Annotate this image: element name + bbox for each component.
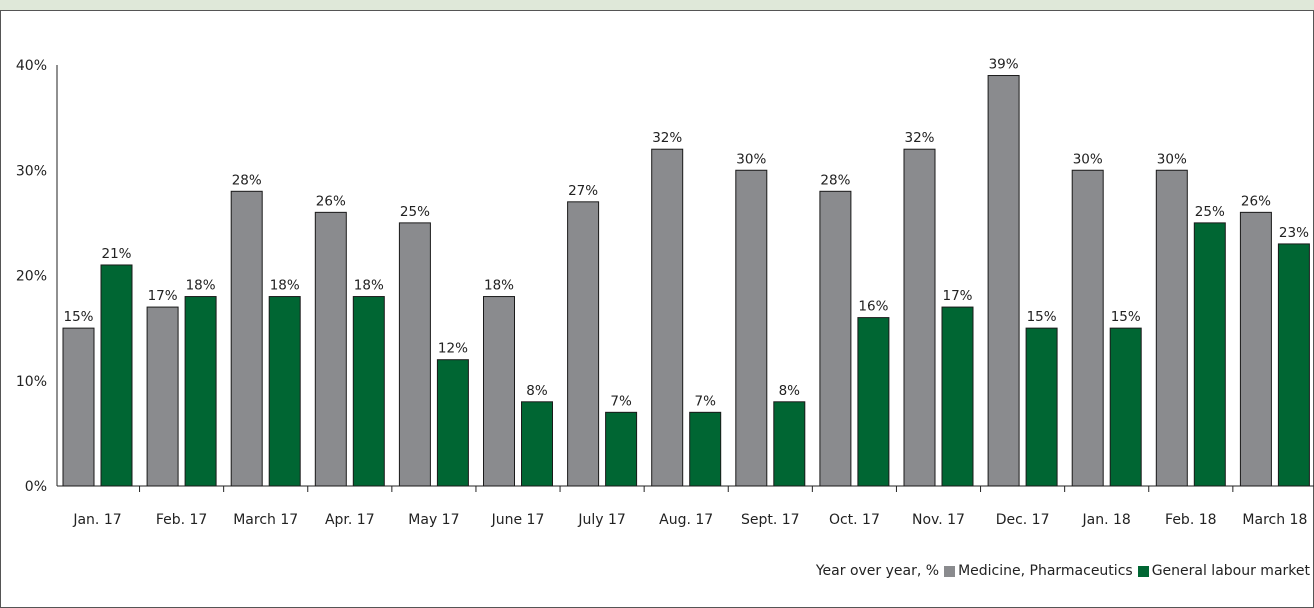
bar-medicine <box>987 75 1020 487</box>
data-label-medicine: 28% <box>820 172 850 188</box>
legend-swatch-medicine <box>944 565 956 577</box>
legend-item-general: General labour market <box>1137 563 1310 579</box>
bar-medicine <box>903 148 936 487</box>
data-label-medicine: 32% <box>652 130 682 146</box>
x-category-label: Oct. 17 <box>829 512 880 528</box>
bar-general <box>268 296 301 487</box>
data-label-medicine: 32% <box>904 130 934 146</box>
x-category-label: July 17 <box>577 512 625 528</box>
y-tick-label: 20% <box>16 269 47 285</box>
data-label-medicine: 18% <box>484 278 514 294</box>
bar-general <box>941 306 974 487</box>
data-label-general: 8% <box>779 383 801 399</box>
data-label-medicine: 30% <box>1157 151 1187 167</box>
legend-item-medicine: Medicine, Pharmaceutics <box>944 563 1133 579</box>
bar-medicine <box>651 148 684 487</box>
x-category-label: Dec. 17 <box>996 512 1050 528</box>
bar-general <box>521 401 553 487</box>
bar-medicine <box>567 201 600 487</box>
data-label-medicine: 26% <box>316 193 346 209</box>
bar-general <box>689 411 722 487</box>
x-category-label: March 17 <box>233 512 298 528</box>
x-category-label: May 17 <box>408 512 459 528</box>
bar-general <box>352 296 385 487</box>
bar-general <box>773 401 806 487</box>
bar-general <box>1193 222 1226 487</box>
x-category-label: Jan. 18 <box>1082 512 1131 528</box>
legend-label-general: General labour market <box>1151 563 1310 579</box>
bar-medicine <box>146 306 179 487</box>
bar-medicine <box>819 190 852 487</box>
data-label-general: 15% <box>1111 309 1141 325</box>
bar-general <box>1109 327 1142 487</box>
data-label-medicine: 17% <box>148 288 178 304</box>
data-label-general: 7% <box>610 393 632 409</box>
bar-medicine <box>62 327 95 487</box>
legend-swatch-general <box>1137 565 1149 577</box>
bar-general <box>1277 243 1310 487</box>
bar-general <box>605 411 638 487</box>
data-label-general: 16% <box>858 299 888 315</box>
data-label-general: 18% <box>186 278 216 294</box>
x-category-label: Nov. 17 <box>912 512 965 528</box>
y-tick-label: 10% <box>16 374 47 390</box>
data-label-medicine: 39% <box>989 57 1019 73</box>
bar-general <box>1025 327 1058 487</box>
data-label-general: 18% <box>270 278 300 294</box>
data-label-medicine: 30% <box>1073 151 1103 167</box>
y-tick-label: 30% <box>16 163 47 179</box>
bar-general <box>436 359 469 487</box>
x-category-label: Aug. 17 <box>659 512 713 528</box>
bar-medicine <box>1155 169 1188 487</box>
data-label-general: 17% <box>942 288 972 304</box>
legend-prefix: Year over year, % <box>815 563 940 579</box>
data-label-medicine: 27% <box>568 183 598 199</box>
data-label-medicine: 30% <box>736 151 766 167</box>
y-tick-label: 0% <box>25 479 47 495</box>
data-label-medicine: 28% <box>232 172 262 188</box>
bar-general <box>184 296 217 487</box>
x-category-label: Apr. 17 <box>325 512 375 528</box>
data-label-general: 8% <box>526 383 548 399</box>
data-label-general: 25% <box>1195 204 1225 220</box>
bar-general <box>100 264 133 487</box>
data-label-general: 18% <box>354 278 384 294</box>
data-label-medicine: 26% <box>1241 193 1271 209</box>
x-category-label: Sept. 17 <box>741 512 800 528</box>
data-label-general: 21% <box>101 246 131 262</box>
data-label-medicine: 15% <box>63 309 93 325</box>
y-tick-label: 40% <box>16 58 47 74</box>
bar-medicine <box>398 222 431 487</box>
data-label-general: 15% <box>1027 309 1057 325</box>
data-label-general: 23% <box>1279 225 1309 241</box>
x-category-label: March 18 <box>1242 512 1307 528</box>
header-band <box>0 0 1314 11</box>
bar-medicine <box>230 190 263 487</box>
x-category-label: Feb. 18 <box>1165 512 1217 528</box>
data-label-general: 7% <box>694 393 716 409</box>
bar-medicine <box>735 169 768 487</box>
bar-medicine <box>1239 211 1272 487</box>
legend: Year over year, % Medicine, Pharmaceutic… <box>816 563 1310 579</box>
x-category-label: Jan. 17 <box>72 512 121 528</box>
data-label-general: 12% <box>438 341 468 357</box>
x-category-label: Feb. 17 <box>156 512 208 528</box>
legend-label-medicine: Medicine, Pharmaceutics <box>958 563 1133 579</box>
bar-medicine <box>1071 169 1104 487</box>
bar-medicine <box>314 211 347 487</box>
x-category-label: June 17 <box>491 512 545 528</box>
bar-general <box>857 317 890 487</box>
bar-medicine <box>483 296 515 487</box>
data-label-medicine: 25% <box>400 204 430 220</box>
